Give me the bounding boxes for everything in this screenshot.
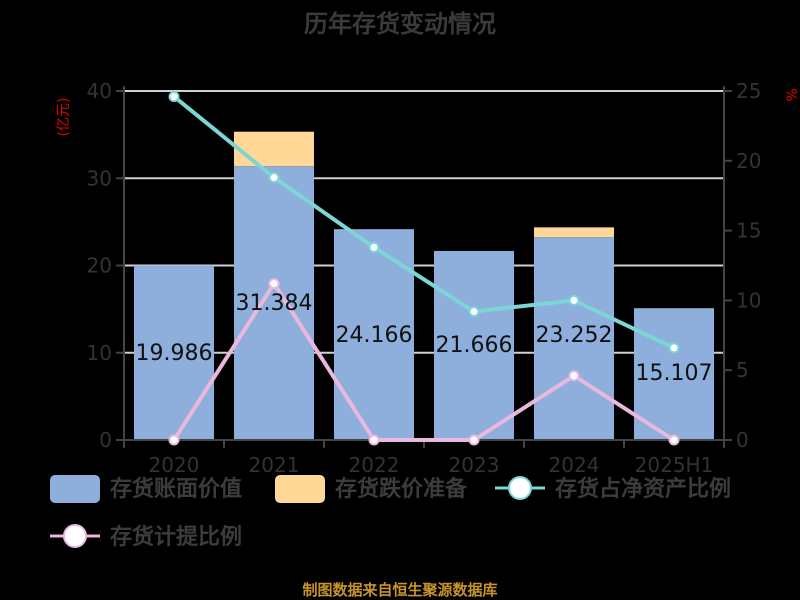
net-asset-ratio-point xyxy=(168,91,180,103)
bar-impairment xyxy=(234,131,314,167)
legend-swatch-impairment xyxy=(275,475,325,503)
provision-ratio-point xyxy=(268,278,280,290)
provision-ratio-line xyxy=(172,279,676,442)
right-tick-label: 10 xyxy=(736,288,761,312)
bar-book-value xyxy=(434,250,514,440)
bar-value-label: 24.166 xyxy=(336,323,413,348)
legend-swatch-book-value xyxy=(50,475,100,503)
x-tick-label: 2023 xyxy=(449,453,500,477)
net-asset-ratio-line xyxy=(172,95,675,350)
legend-label: 存货账面价值 xyxy=(110,476,242,502)
legend-label: 存货跌价准备 xyxy=(335,476,468,502)
net-asset-ratio-point xyxy=(268,172,280,184)
left-tick-label: 20 xyxy=(87,254,112,278)
chart-title: 历年存货变动情况 xyxy=(304,10,496,38)
bar-value-label: 19.986 xyxy=(136,341,213,366)
legend-label: 存货占净资产比例 xyxy=(555,476,731,502)
left-axis-unit: (亿元) xyxy=(56,98,72,137)
right-tick-label: 0 xyxy=(736,428,749,452)
left-tick-label: 40 xyxy=(87,79,112,103)
right-axis-unit: % xyxy=(785,88,800,101)
x-tick-label: 2022 xyxy=(349,453,400,477)
bar-value-label: 21.666 xyxy=(436,333,513,358)
bar-book-value xyxy=(634,308,714,440)
provision-ratio-point xyxy=(668,434,680,446)
right-tick-label: 5 xyxy=(736,358,749,382)
gridlines xyxy=(124,90,724,354)
axes: 0 10 20 30 40 0 5 10 15 20 25 2020 2021 2022 2023 2024 2… xyxy=(87,79,762,477)
net-asset-ratio-point xyxy=(568,294,580,306)
provision-ratio-point xyxy=(368,434,380,446)
legend-marker-icon xyxy=(508,476,532,500)
right-tick-label: 25 xyxy=(736,79,761,103)
provision-ratio-point xyxy=(468,434,480,446)
bar-value-label: 23.252 xyxy=(536,323,613,348)
left-tick-label: 0 xyxy=(99,428,112,452)
lines: 19.986 31.384 24.166 21.666 23.252 15.107 xyxy=(136,91,713,446)
bar-book-value xyxy=(534,237,614,440)
net-asset-ratio-point xyxy=(668,342,680,354)
right-tick-label: 15 xyxy=(736,219,761,243)
provision-ratio-point xyxy=(168,434,180,446)
net-asset-ratio-point xyxy=(368,241,380,253)
bar-value-label: 31.384 xyxy=(236,291,313,316)
bar-book-value xyxy=(234,166,314,440)
legend-label: 存货计提比例 xyxy=(110,524,242,550)
bar-impairment xyxy=(534,227,614,238)
left-tick-label: 10 xyxy=(87,341,112,365)
source-note: 制图数据来自恒生聚源数据库 xyxy=(302,581,497,599)
bar-book-value xyxy=(134,265,214,440)
x-tick-label: 2021 xyxy=(249,453,300,477)
x-tick-label: 2020 xyxy=(149,453,200,477)
x-tick-label: 2024 xyxy=(549,453,600,477)
legend-marker-icon xyxy=(63,524,87,548)
right-tick-label: 20 xyxy=(736,149,761,173)
bars xyxy=(134,131,714,440)
provision-ratio-point xyxy=(568,370,580,382)
bar-value-label: 15.107 xyxy=(636,361,713,386)
x-tick-label: 2025H1 xyxy=(635,453,714,477)
net-asset-ratio-point xyxy=(468,306,480,318)
left-tick-label: 30 xyxy=(87,166,112,190)
